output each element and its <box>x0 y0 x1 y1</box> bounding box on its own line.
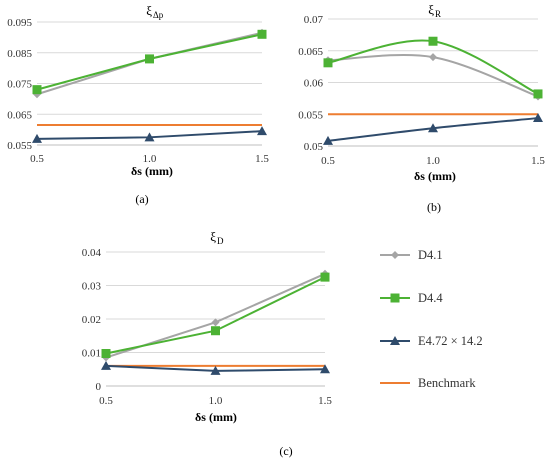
chart-c-ytick-label: 0.01 <box>82 348 101 360</box>
chart-c-xlabel: δs (mm) <box>195 410 237 424</box>
chart-c-xtick-label: 0.5 <box>99 395 113 407</box>
chart-b-point-d4-4 <box>533 89 543 99</box>
chart-b-line-d4-4 <box>327 39 539 95</box>
legend-swatch-d44-marker <box>390 293 400 303</box>
chart-b-ytick-label: 0.06 <box>304 78 324 90</box>
chart-c-point-e4-72-14-2 <box>210 365 221 375</box>
chart-a-ytick-label: 0.055 <box>7 140 32 152</box>
chart-b-title: ξ R <box>428 2 441 19</box>
chart-a-ytick-label: 0.075 <box>7 79 32 91</box>
chart-a-point-d4-4 <box>145 54 154 64</box>
chart-c-point-e4-72-14-2 <box>101 360 111 370</box>
chart-b-point-e4-72-14-2 <box>323 135 333 145</box>
chart-a-ytick-label: 0.085 <box>7 48 32 60</box>
chart-b-point-d4-1 <box>429 53 437 62</box>
chart-c-ytick-label: 0.02 <box>82 314 101 326</box>
legend-swatch-e472-marker <box>390 336 400 345</box>
legend-item-benchmark: Benchmark <box>378 373 476 393</box>
chart-a-xlabel: δs (mm) <box>131 164 173 178</box>
chart-b-xtick-label: 1.0 <box>426 155 440 167</box>
legend-swatch-d41-marker <box>391 251 399 259</box>
chart-a-point-d4-4 <box>32 85 42 95</box>
legend-swatch-benchmark <box>380 382 410 384</box>
legend-label-d44: D4.4 <box>418 290 443 305</box>
chart-b-xtick-label: 1.5 <box>531 155 545 167</box>
legend-label-benchmark: Benchmark <box>418 375 476 390</box>
legend-swatch-d41 <box>380 251 410 259</box>
legend-label-e472: E4.72 × 14.2 <box>418 333 483 348</box>
chart-b-xtick-label: 0.5 <box>321 155 335 167</box>
chart-c-point-e4-72-14-2 <box>320 364 330 374</box>
chart-a-xtick-label: 1.5 <box>255 153 269 165</box>
chart-c-xtick-label: 1.5 <box>318 395 332 407</box>
chart-a-title-sub: Δp <box>153 10 164 20</box>
chart-b-title-main: ξ <box>428 2 434 17</box>
chart-c-point-d4-4 <box>101 349 111 359</box>
chart-b-ytick-label: 0.055 <box>298 109 323 121</box>
chart-c-caption: (c) <box>279 444 292 458</box>
chart-c-ytick-label: 0.03 <box>82 281 102 293</box>
legend-swatch-d44 <box>380 293 410 303</box>
legend-item-d41: D4.1 <box>378 245 443 265</box>
chart-c-title: ξ D <box>210 229 224 246</box>
chart-a-point-e4-72-14-2 <box>257 126 267 136</box>
chart-a-point-e4-72-14-2 <box>144 132 155 142</box>
chart-b-ytick-label: 0.05 <box>304 141 324 153</box>
chart-c-ytick-label: 0.04 <box>82 247 102 259</box>
chart-a-point-e4-72-14-2 <box>32 133 42 143</box>
chart-b-xlabel: δs (mm) <box>414 169 456 183</box>
legend-item-d44: D4.4 <box>378 288 443 308</box>
chart-a-title: ξ Δp <box>146 3 164 20</box>
legend: D4.1 D4.4 E4.72 × 14.2 Benchmark <box>378 245 548 395</box>
chart-b-point-e4-72-14-2 <box>533 113 543 123</box>
chart-a-plot: 0.055 0.065 0.075 0.085 0.095 0.5 1.0 1.5 <box>7 17 269 165</box>
chart-a-xtick-label: 1.0 <box>143 153 157 165</box>
chart-a-title-main: ξ <box>146 3 152 18</box>
chart-b-point-e4-72-14-2 <box>428 123 438 133</box>
chart-c-xtick-label: 1.0 <box>209 395 223 407</box>
chart-c-line-d4-1 <box>105 272 326 359</box>
chart-b-point-d4-4 <box>428 36 438 46</box>
chart-b-ytick-label: 0.065 <box>298 46 323 58</box>
chart-c-title-main: ξ <box>210 229 216 244</box>
legend-item-e472: E4.72 × 14.2 <box>378 331 483 351</box>
chart-a-ytick-label: 0.065 <box>7 109 32 121</box>
chart-a-xtick-label: 0.5 <box>30 153 44 165</box>
chart-c-point-d4-4 <box>320 272 330 282</box>
chart-b-title-sub: R <box>435 9 441 19</box>
chart-c-ytick-label: 0 <box>96 381 102 393</box>
chart-c-point-d4-4 <box>211 326 220 336</box>
chart-a-ytick-label: 0.095 <box>7 17 32 29</box>
chart-b-caption: (b) <box>427 200 441 214</box>
chart-c-title-sub: D <box>217 236 224 246</box>
legend-label-d41: D4.1 <box>418 247 443 262</box>
chart-a-point-d4-4 <box>257 29 267 39</box>
chart-b-plot: 0.05 0.055 0.06 0.065 0.07 0.5 1.0 1.5 <box>298 14 545 167</box>
chart-c-point-d4-1 <box>211 318 220 327</box>
chart-b: ξ R 0.05 0.055 0.06 0.065 0.07 0.5 1.0 1.5 δs (… <box>298 2 545 214</box>
chart-b-ytick-label: 0.07 <box>304 14 324 26</box>
legend-swatch-e472 <box>380 336 410 345</box>
chart-a-caption: (a) <box>135 192 148 206</box>
chart-b-point-d4-4 <box>323 58 333 68</box>
chart-c-plot: 0 0.01 0.02 0.03 0.04 0.5 1.0 1.5 <box>82 247 333 407</box>
chart-c: ξ D 0 0.01 0.02 0.03 0.04 0.5 1.0 1.5 δs (mm) (… <box>82 229 333 458</box>
